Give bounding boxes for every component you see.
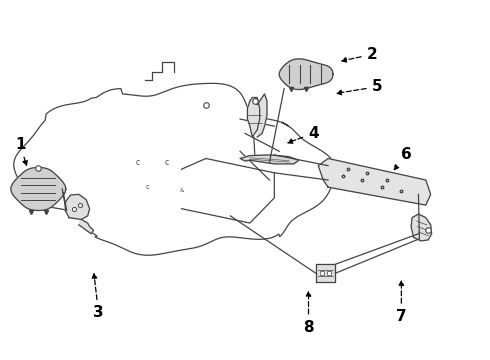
Polygon shape: [79, 220, 94, 234]
Polygon shape: [257, 94, 267, 137]
Polygon shape: [279, 59, 333, 90]
Polygon shape: [247, 98, 260, 137]
Text: 3: 3: [92, 274, 104, 320]
Polygon shape: [318, 158, 431, 205]
Text: c: c: [165, 158, 169, 167]
Text: 4: 4: [288, 126, 319, 143]
Text: 6: 6: [394, 147, 412, 170]
Polygon shape: [240, 155, 299, 164]
Polygon shape: [11, 167, 66, 211]
Text: 5: 5: [337, 79, 382, 95]
Polygon shape: [316, 264, 335, 282]
Polygon shape: [65, 194, 90, 220]
Polygon shape: [411, 214, 432, 241]
Text: 2: 2: [342, 47, 377, 62]
Text: c: c: [135, 158, 140, 167]
Text: &: &: [179, 188, 184, 193]
Text: c: c: [146, 184, 149, 190]
Text: 1: 1: [15, 137, 27, 165]
Text: 7: 7: [396, 281, 407, 324]
Text: 8: 8: [303, 292, 314, 334]
